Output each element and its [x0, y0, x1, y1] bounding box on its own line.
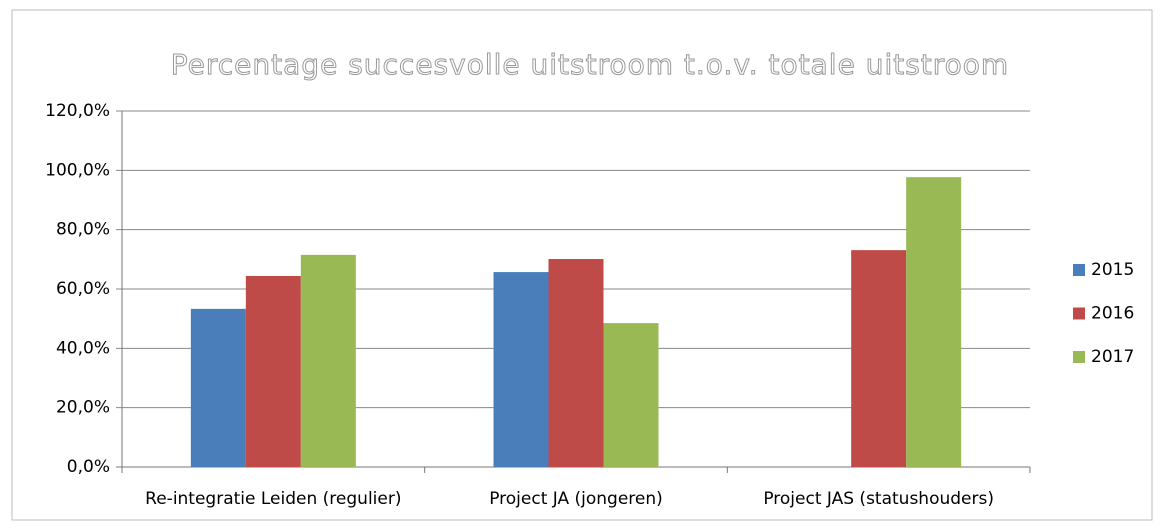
y-tick-label: 60,0% [56, 279, 110, 299]
x-tick-label: Re-integratie Leiden (regulier) [145, 489, 401, 509]
legend-label: 2017 [1091, 347, 1134, 367]
legend-swatch [1073, 351, 1085, 363]
x-tick-label: Project JAS (statushouders) [763, 489, 994, 509]
legend-swatch [1073, 264, 1085, 276]
bar [548, 259, 604, 467]
y-tick-label: 40,0% [56, 338, 110, 358]
bar [300, 254, 356, 467]
chart-title: Percentage succesvolle uitstroom t.o.v. … [171, 48, 1009, 81]
y-tick-label: 20,0% [56, 398, 110, 418]
y-tick-label: 120,0% [45, 101, 110, 121]
bar [190, 308, 246, 467]
legend-label: 2015 [1091, 260, 1134, 280]
x-tick-label: Project JA (jongeren) [489, 489, 663, 509]
y-tick-label: 80,0% [56, 220, 110, 240]
bar [906, 177, 962, 467]
legend-label: 2016 [1091, 304, 1134, 324]
bar [245, 275, 301, 467]
bar [603, 323, 659, 467]
y-tick-label: 0,0% [67, 457, 110, 477]
bar [851, 250, 907, 467]
legend-swatch [1073, 307, 1085, 320]
y-tick-label: 100,0% [45, 160, 110, 180]
bar [493, 272, 549, 467]
